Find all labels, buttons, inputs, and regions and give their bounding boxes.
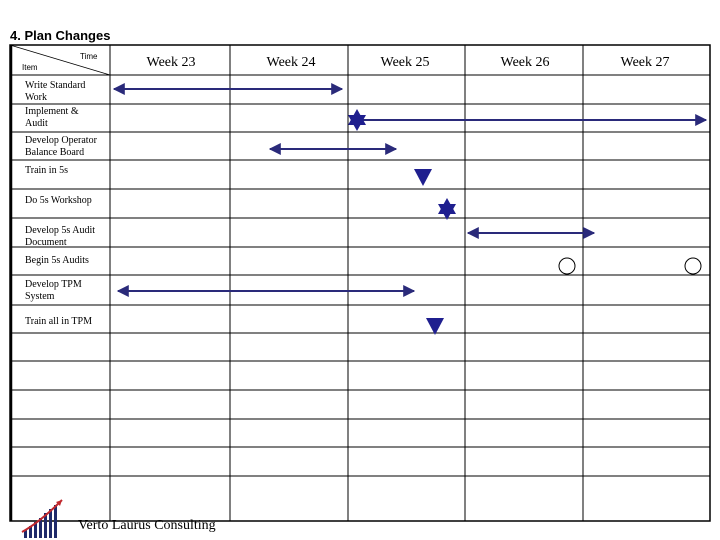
header-diagonal (9, 44, 111, 76)
week-23-header: Week 23 (146, 55, 196, 70)
item-label-train-in-5s: Train in 5s (25, 165, 68, 176)
item-label-begin-5s-audits: Begin 5s Audits (25, 255, 89, 266)
week-25-header: Week 25 (380, 55, 430, 70)
item-label-5s-audit-document: Develop 5s Audit Document (25, 225, 95, 248)
item-label-tpm-system: Develop TPM System (25, 279, 82, 302)
item-label-write-standard-work: Write Standard Work (25, 80, 86, 103)
item-label-implement-audit: Implement & Audit (25, 106, 79, 129)
item-header-label: Item (22, 63, 38, 72)
star-of-david-icon (348, 109, 366, 131)
week-24-header: Week 24 (266, 55, 316, 70)
circle-icon (558, 257, 576, 275)
week-27-header: Week 27 (620, 55, 670, 70)
item-label-5s-workshop: Do 5s Workshop (25, 195, 92, 206)
time-header-label: Time (80, 52, 98, 61)
triangle-down-icon (414, 169, 432, 186)
grid-rows (10, 74, 710, 477)
circle-icon (684, 257, 702, 275)
item-label-operator-balance-board: Develop Operator Balance Board (25, 135, 97, 158)
week-26-header: Week 26 (500, 55, 550, 70)
company-name: Verto Laurus Consulting (78, 518, 216, 533)
item-label-train-all-tpm: Train all in TPM (25, 316, 92, 327)
star-of-david-icon (438, 198, 456, 220)
grid-columns (109, 45, 584, 521)
growth-chart-logo (21, 499, 63, 538)
page-title: 4. Plan Changes (10, 28, 111, 43)
triangle-down-icon (426, 318, 444, 335)
